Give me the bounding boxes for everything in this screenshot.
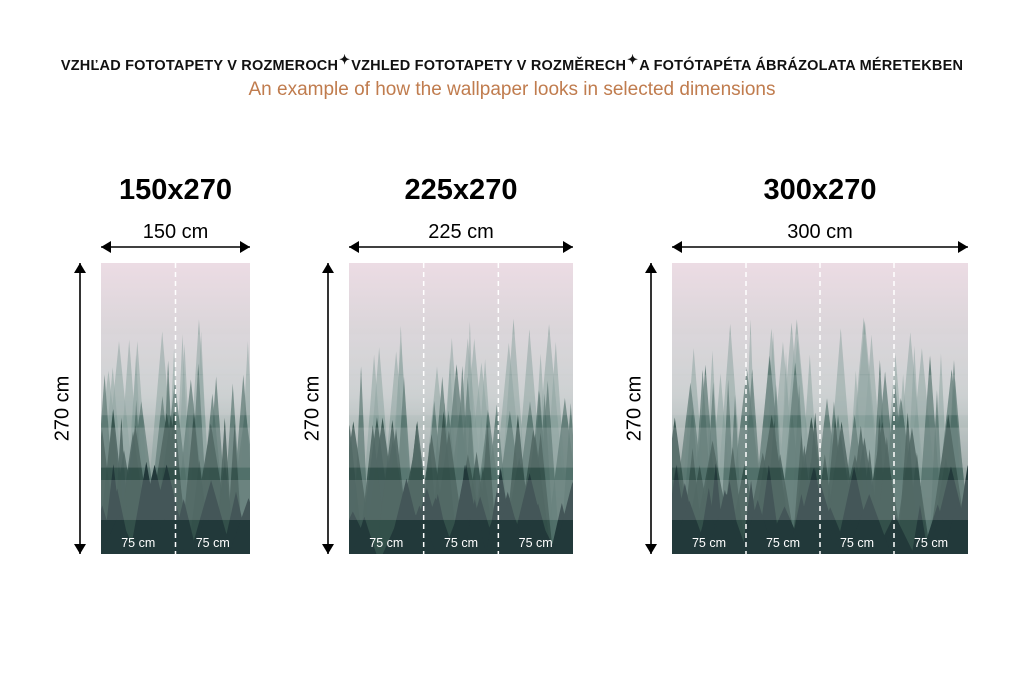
width-label: 150 cm: [142, 221, 209, 243]
size-title: 150x270: [119, 174, 232, 206]
strip-width-label: 75 cm: [518, 536, 553, 550]
title-cz: VZHLED FOTOTAPETY V ROZMĚRECH: [351, 58, 627, 74]
arrowhead-icon: [645, 544, 657, 554]
sparkle-icon: ✦: [339, 52, 351, 67]
arrowhead-icon: [645, 263, 657, 273]
size-title: 300x270: [763, 174, 877, 206]
size-title: 225x270: [404, 174, 518, 206]
sparkle-icon: ✦: [627, 52, 639, 67]
arrowhead-icon: [322, 263, 334, 273]
wallpaper-preview: [101, 263, 250, 554]
arrowhead-icon: [322, 544, 334, 554]
wallpaper-preview: [672, 263, 968, 554]
title-hu: A FOTÓTAPÉTA ÁBRÁZOLATA MÉRETEKBEN: [639, 58, 964, 74]
strip-width-label: 75 cm: [195, 536, 230, 550]
arrowhead-icon: [74, 263, 86, 273]
strip-width-label: 75 cm: [839, 536, 875, 550]
title-sk: VZHĽAD FOTOTAPETY V ROZMEROCH: [60, 58, 339, 74]
header-titles: VZHĽAD FOTOTAPETY V ROZMEROCH✦VZHLED FOT…: [0, 52, 1024, 74]
strip-width-label: 75 cm: [691, 536, 727, 550]
strip-width-label: 75 cm: [913, 536, 949, 550]
strip-width-label: 75 cm: [369, 536, 404, 550]
height-label: 270 cm: [51, 375, 74, 441]
height-label: 270 cm: [623, 375, 646, 441]
height-label: 270 cm: [301, 375, 324, 441]
strip-width-label: 75 cm: [443, 536, 478, 550]
strip-width-label: 75 cm: [765, 536, 801, 550]
arrowhead-icon: [74, 544, 86, 554]
subtitle: An example of how the wallpaper looks in…: [248, 79, 776, 100]
wallpaper-preview: [349, 263, 573, 554]
width-label: 300 cm: [787, 221, 853, 243]
width-label: 225 cm: [428, 221, 494, 243]
strip-width-label: 75 cm: [121, 536, 156, 550]
